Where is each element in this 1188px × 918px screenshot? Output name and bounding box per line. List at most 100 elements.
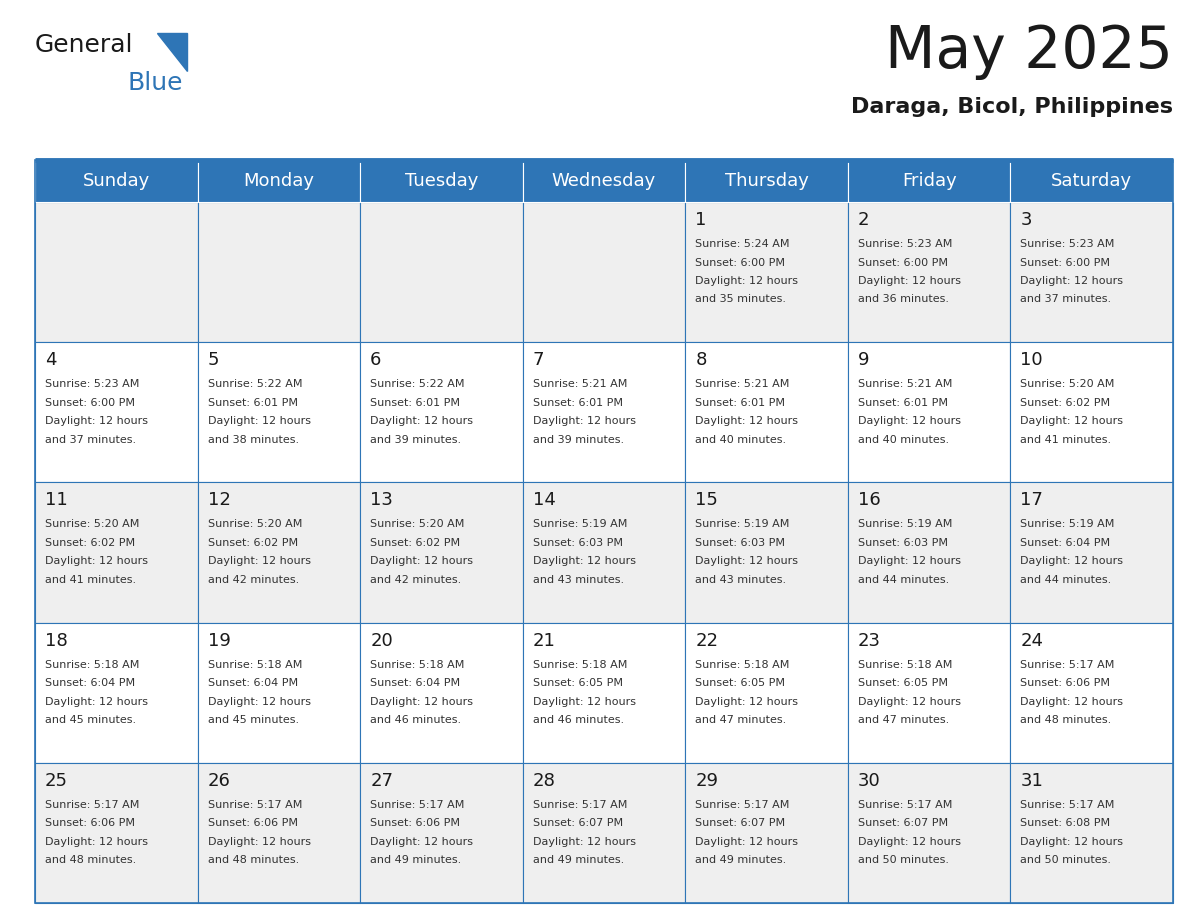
Text: Sunrise: 5:21 AM: Sunrise: 5:21 AM <box>858 379 953 389</box>
Text: and 48 minutes.: and 48 minutes. <box>208 856 299 866</box>
Bar <box>848 622 1011 763</box>
Text: Daylight: 12 hours: Daylight: 12 hours <box>371 556 473 566</box>
Bar <box>197 482 360 622</box>
Text: Sunrise: 5:18 AM: Sunrise: 5:18 AM <box>208 660 302 669</box>
Text: Sunrise: 5:17 AM: Sunrise: 5:17 AM <box>1020 660 1114 669</box>
Text: and 49 minutes.: and 49 minutes. <box>371 856 461 866</box>
Bar <box>523 342 685 482</box>
Text: Sunrise: 5:17 AM: Sunrise: 5:17 AM <box>208 800 302 810</box>
Text: Daylight: 12 hours: Daylight: 12 hours <box>45 837 148 846</box>
Text: and 39 minutes.: and 39 minutes. <box>532 435 624 444</box>
Text: and 38 minutes.: and 38 minutes. <box>208 435 298 444</box>
Text: and 50 minutes.: and 50 minutes. <box>858 856 949 866</box>
Bar <box>34 622 197 763</box>
Text: Sunset: 6:02 PM: Sunset: 6:02 PM <box>371 538 460 548</box>
Text: Sunrise: 5:17 AM: Sunrise: 5:17 AM <box>695 800 790 810</box>
Text: Sunrise: 5:17 AM: Sunrise: 5:17 AM <box>371 800 465 810</box>
Text: 1: 1 <box>695 211 707 229</box>
Text: 2: 2 <box>858 211 870 229</box>
Text: Sunrise: 5:21 AM: Sunrise: 5:21 AM <box>695 379 790 389</box>
Bar <box>34 763 197 903</box>
Text: Sunrise: 5:17 AM: Sunrise: 5:17 AM <box>45 800 139 810</box>
Text: 9: 9 <box>858 352 870 369</box>
Text: Sunrise: 5:20 AM: Sunrise: 5:20 AM <box>1020 379 1114 389</box>
Text: Sunset: 6:01 PM: Sunset: 6:01 PM <box>695 397 785 408</box>
Bar <box>523 622 685 763</box>
Text: Sunday: Sunday <box>83 172 150 190</box>
Bar <box>848 482 1011 622</box>
Text: Sunset: 6:02 PM: Sunset: 6:02 PM <box>1020 397 1111 408</box>
Text: Sunrise: 5:18 AM: Sunrise: 5:18 AM <box>45 660 139 669</box>
Text: Sunset: 6:01 PM: Sunset: 6:01 PM <box>208 397 297 408</box>
Text: 14: 14 <box>532 491 556 509</box>
Text: 28: 28 <box>532 772 556 789</box>
Bar <box>360 160 523 202</box>
Text: Sunset: 6:00 PM: Sunset: 6:00 PM <box>1020 258 1111 267</box>
Bar <box>34 160 197 202</box>
Text: Sunset: 6:01 PM: Sunset: 6:01 PM <box>532 397 623 408</box>
Bar <box>360 202 523 342</box>
Bar <box>685 202 848 342</box>
Text: and 44 minutes.: and 44 minutes. <box>858 575 949 585</box>
Bar <box>848 342 1011 482</box>
Text: 16: 16 <box>858 491 880 509</box>
Text: 18: 18 <box>45 632 68 650</box>
Bar <box>685 482 848 622</box>
Text: Daylight: 12 hours: Daylight: 12 hours <box>858 276 961 286</box>
Text: Sunrise: 5:23 AM: Sunrise: 5:23 AM <box>45 379 139 389</box>
Text: Daylight: 12 hours: Daylight: 12 hours <box>695 276 798 286</box>
Text: 22: 22 <box>695 632 719 650</box>
Text: Daylight: 12 hours: Daylight: 12 hours <box>532 556 636 566</box>
Text: Sunset: 6:04 PM: Sunset: 6:04 PM <box>45 678 135 688</box>
Text: Daylight: 12 hours: Daylight: 12 hours <box>695 556 798 566</box>
Text: Sunrise: 5:20 AM: Sunrise: 5:20 AM <box>45 520 139 530</box>
Text: Sunset: 6:00 PM: Sunset: 6:00 PM <box>45 397 135 408</box>
Text: and 48 minutes.: and 48 minutes. <box>1020 715 1112 725</box>
Text: Daylight: 12 hours: Daylight: 12 hours <box>858 416 961 426</box>
Text: Daylight: 12 hours: Daylight: 12 hours <box>695 697 798 707</box>
Text: Sunset: 6:04 PM: Sunset: 6:04 PM <box>371 678 460 688</box>
Text: Daylight: 12 hours: Daylight: 12 hours <box>371 837 473 846</box>
Text: Sunrise: 5:19 AM: Sunrise: 5:19 AM <box>695 520 790 530</box>
Text: Sunset: 6:00 PM: Sunset: 6:00 PM <box>695 258 785 267</box>
Text: Sunset: 6:02 PM: Sunset: 6:02 PM <box>45 538 135 548</box>
Text: 3: 3 <box>1020 211 1032 229</box>
Text: Sunset: 6:06 PM: Sunset: 6:06 PM <box>1020 678 1111 688</box>
Text: and 39 minutes.: and 39 minutes. <box>371 435 461 444</box>
Text: Sunset: 6:01 PM: Sunset: 6:01 PM <box>371 397 460 408</box>
Text: 24: 24 <box>1020 632 1043 650</box>
Text: Sunset: 6:07 PM: Sunset: 6:07 PM <box>858 818 948 828</box>
Text: Daylight: 12 hours: Daylight: 12 hours <box>532 416 636 426</box>
Text: 25: 25 <box>45 772 68 789</box>
Text: Daylight: 12 hours: Daylight: 12 hours <box>45 697 148 707</box>
Text: and 42 minutes.: and 42 minutes. <box>208 575 299 585</box>
Text: Daylight: 12 hours: Daylight: 12 hours <box>532 697 636 707</box>
Text: Daylight: 12 hours: Daylight: 12 hours <box>45 556 148 566</box>
Text: Daylight: 12 hours: Daylight: 12 hours <box>371 416 473 426</box>
Text: 26: 26 <box>208 772 230 789</box>
Text: Sunset: 6:04 PM: Sunset: 6:04 PM <box>208 678 298 688</box>
Text: and 49 minutes.: and 49 minutes. <box>532 856 624 866</box>
Text: and 42 minutes.: and 42 minutes. <box>371 575 461 585</box>
Bar <box>34 482 197 622</box>
Bar <box>685 160 848 202</box>
Text: 20: 20 <box>371 632 393 650</box>
Text: Sunrise: 5:18 AM: Sunrise: 5:18 AM <box>371 660 465 669</box>
Text: Daylight: 12 hours: Daylight: 12 hours <box>1020 276 1124 286</box>
Bar <box>34 160 1173 903</box>
Text: Wednesday: Wednesday <box>552 172 656 190</box>
Bar <box>360 763 523 903</box>
Text: 23: 23 <box>858 632 880 650</box>
Bar <box>848 202 1011 342</box>
Text: Monday: Monday <box>244 172 315 190</box>
Text: Daylight: 12 hours: Daylight: 12 hours <box>208 556 310 566</box>
Text: and 48 minutes.: and 48 minutes. <box>45 856 137 866</box>
Text: Daraga, Bicol, Philippines: Daraga, Bicol, Philippines <box>851 97 1173 117</box>
Text: Sunrise: 5:23 AM: Sunrise: 5:23 AM <box>1020 239 1114 249</box>
Text: Sunset: 6:06 PM: Sunset: 6:06 PM <box>45 818 135 828</box>
Text: 13: 13 <box>371 491 393 509</box>
Text: and 45 minutes.: and 45 minutes. <box>45 715 137 725</box>
Text: and 35 minutes.: and 35 minutes. <box>695 295 786 305</box>
Text: 21: 21 <box>532 632 556 650</box>
Text: Daylight: 12 hours: Daylight: 12 hours <box>371 697 473 707</box>
